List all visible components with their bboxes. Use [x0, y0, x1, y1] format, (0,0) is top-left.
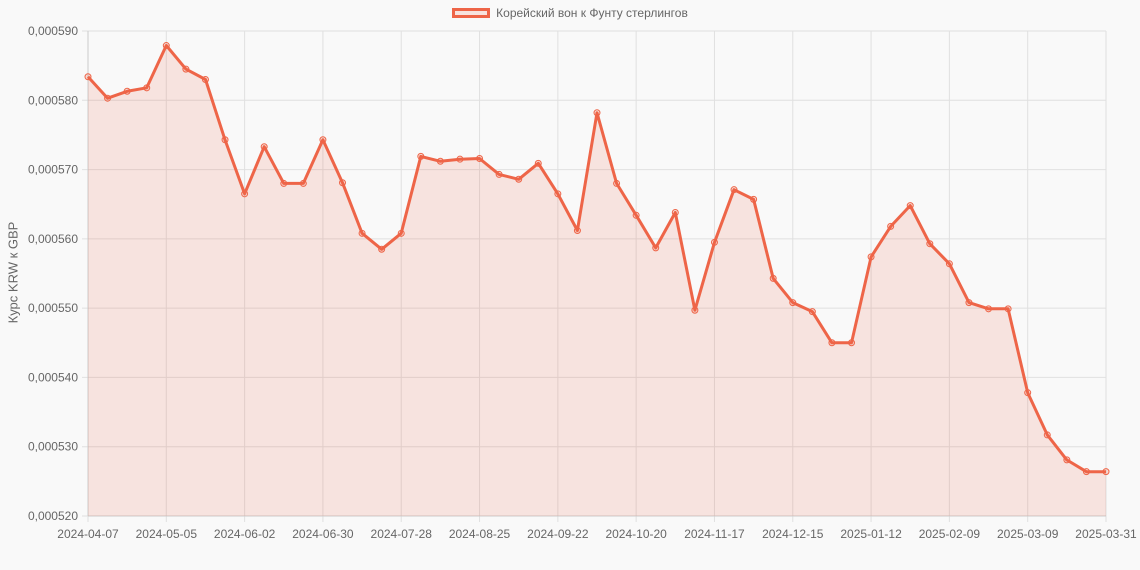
data-point[interactable]	[906, 202, 914, 210]
data-point[interactable]	[495, 170, 503, 178]
data-point[interactable]	[632, 211, 640, 219]
data-point[interactable]	[319, 136, 327, 144]
data-point[interactable]	[867, 253, 875, 261]
data-point[interactable]	[456, 155, 464, 163]
x-tick-label: 2024-05-05	[136, 527, 198, 541]
y-tick-label: 0,000590	[28, 24, 78, 38]
legend[interactable]: Корейский вон к Фунту стерлингов	[0, 6, 1140, 20]
data-point[interactable]	[671, 209, 679, 217]
data-point[interactable]	[201, 76, 209, 83]
data-point[interactable]	[339, 179, 346, 187]
data-point[interactable]	[515, 175, 523, 183]
data-point[interactable]	[710, 238, 718, 246]
x-tick-label: 2025-02-09	[919, 527, 981, 541]
data-point[interactable]	[1102, 468, 1110, 476]
data-point[interactable]	[573, 227, 581, 235]
data-point[interactable]	[84, 73, 92, 81]
data-point[interactable]	[162, 42, 170, 50]
data-point[interactable]	[1063, 456, 1071, 464]
data-point[interactable]	[280, 179, 288, 187]
data-point[interactable]	[417, 152, 425, 160]
data-point[interactable]	[926, 240, 934, 248]
y-tick-label: 0,000560	[28, 232, 78, 246]
data-point[interactable]	[769, 274, 777, 282]
data-point[interactable]	[965, 299, 973, 307]
data-point[interactable]	[691, 306, 699, 314]
y-tick-label: 0,000550	[28, 301, 78, 315]
data-point[interactable]	[123, 87, 131, 95]
legend-label: Корейский вон к Фунту стерлингов	[496, 6, 688, 20]
data-point[interactable]	[1024, 389, 1032, 397]
data-point[interactable]	[143, 84, 151, 92]
x-tick-label: 2024-08-25	[449, 527, 511, 541]
data-point[interactable]	[613, 179, 621, 187]
data-point[interactable]	[221, 136, 229, 144]
data-point[interactable]	[1004, 305, 1012, 313]
data-point[interactable]	[1082, 468, 1090, 476]
data-point[interactable]	[378, 245, 386, 253]
x-tick-label: 2025-03-09	[997, 527, 1059, 541]
x-tick-label: 2024-06-02	[214, 527, 276, 541]
y-tick-label: 0,000580	[28, 93, 78, 107]
data-point[interactable]	[182, 65, 190, 73]
data-point[interactable]	[358, 229, 366, 237]
legend-swatch	[452, 8, 491, 18]
data-point[interactable]	[436, 157, 444, 165]
data-point[interactable]	[476, 154, 484, 162]
data-point[interactable]	[945, 260, 953, 268]
data-point[interactable]	[104, 94, 112, 102]
y-tick-label: 0,000520	[28, 509, 78, 523]
data-point[interactable]	[828, 339, 836, 347]
y-tick-label: 0,000530	[28, 440, 78, 454]
y-tick-label: 0,000540	[28, 370, 78, 384]
x-tick-label: 2024-09-22	[527, 527, 589, 541]
data-point[interactable]	[985, 305, 993, 313]
data-point[interactable]	[730, 186, 738, 194]
data-point[interactable]	[848, 339, 855, 347]
x-tick-label: 2024-06-30	[292, 527, 354, 541]
data-point[interactable]	[887, 222, 895, 230]
data-point[interactable]	[397, 229, 405, 237]
data-point[interactable]	[241, 190, 249, 198]
data-point[interactable]	[750, 195, 758, 203]
y-tick-label: 0,000570	[28, 163, 78, 177]
data-point[interactable]	[593, 109, 601, 117]
series-area-fill	[88, 45, 1106, 516]
x-tick-label: 2024-10-20	[605, 527, 667, 541]
x-tick-label: 2025-01-12	[840, 527, 902, 541]
x-tick-label: 2024-12-15	[762, 527, 824, 541]
data-point[interactable]	[534, 159, 542, 167]
x-tick-label: 2024-07-28	[371, 527, 433, 541]
data-point[interactable]	[299, 179, 307, 187]
data-point[interactable]	[652, 244, 660, 252]
x-tick-label: 2024-11-17	[684, 527, 745, 541]
x-tick-label: 2025-03-31	[1075, 527, 1137, 541]
data-point[interactable]	[554, 190, 562, 198]
x-tick-label: 2024-04-07	[57, 527, 119, 541]
series-line	[86, 44, 1106, 474]
data-point[interactable]	[260, 143, 268, 151]
data-point[interactable]	[808, 308, 816, 316]
data-point[interactable]	[1043, 431, 1051, 439]
data-point[interactable]	[789, 299, 797, 307]
